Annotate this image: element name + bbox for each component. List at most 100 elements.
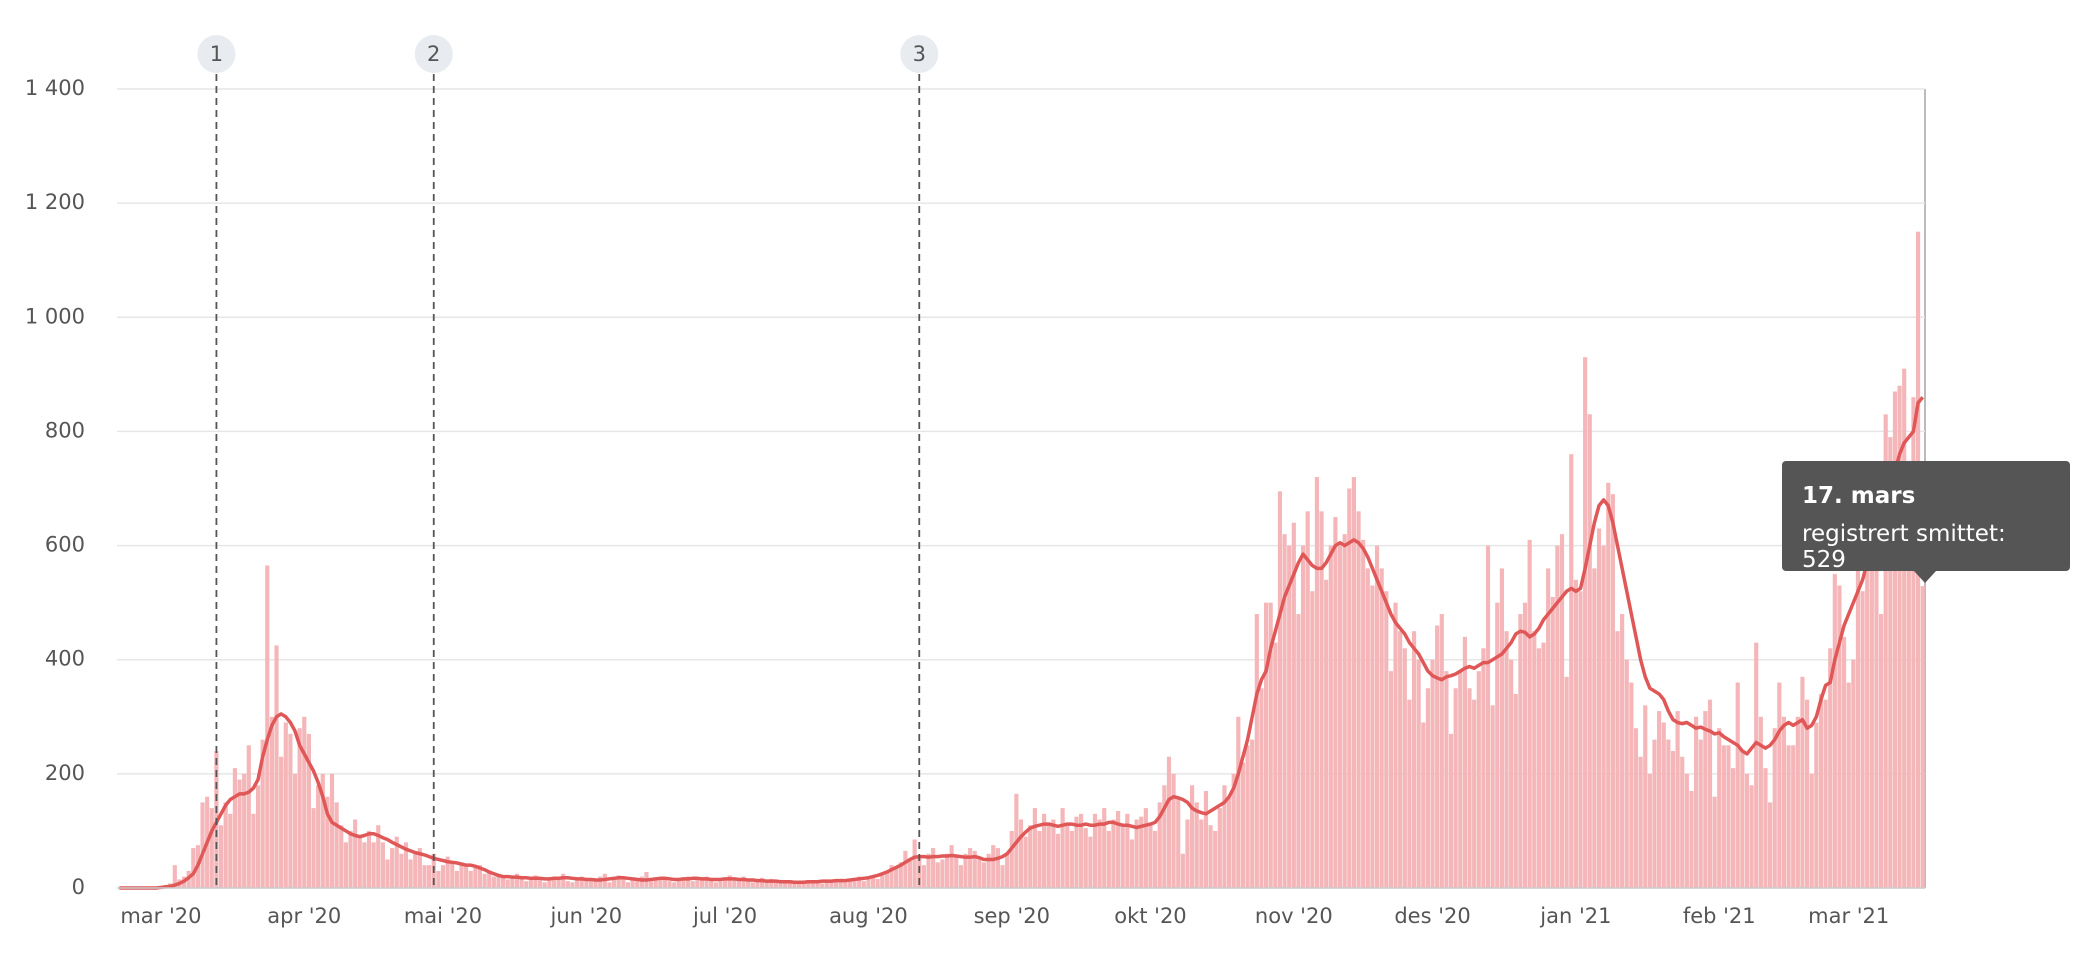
bar	[588, 881, 594, 888]
bar	[440, 865, 446, 888]
bar	[607, 882, 612, 888]
bar	[1564, 676, 1569, 888]
bar	[1920, 586, 1925, 888]
bar	[787, 880, 792, 888]
bar	[616, 875, 621, 888]
bar	[1504, 631, 1509, 888]
bar	[1166, 756, 1172, 888]
bar	[796, 883, 802, 888]
bar	[741, 876, 746, 888]
bar	[1689, 790, 1694, 888]
bar	[1661, 722, 1666, 888]
average-line	[119, 396, 1925, 890]
bar	[524, 881, 529, 888]
bar	[1032, 808, 1037, 888]
bar	[1129, 839, 1135, 888]
bar	[1351, 477, 1357, 888]
bar	[514, 873, 520, 888]
bar	[579, 876, 584, 888]
bar	[1573, 579, 1578, 888]
bar	[394, 836, 399, 888]
bar	[695, 880, 700, 888]
bar	[1282, 534, 1287, 888]
bar	[709, 878, 714, 888]
bar	[1203, 790, 1209, 888]
bar	[1411, 631, 1417, 888]
x-tick-label: aug '20	[829, 904, 908, 928]
bar	[1795, 716, 1800, 888]
bar	[1208, 825, 1213, 888]
bar	[1190, 785, 1195, 888]
bar	[658, 879, 663, 888]
bar	[1768, 802, 1773, 888]
bar	[1398, 631, 1403, 888]
bar	[1883, 414, 1888, 888]
bar	[1509, 659, 1514, 888]
bar	[1559, 534, 1565, 888]
bar	[1005, 853, 1010, 888]
bar	[445, 856, 450, 888]
bar	[1097, 819, 1102, 888]
bar	[1268, 602, 1273, 888]
bar	[371, 842, 376, 888]
bar	[1666, 739, 1671, 888]
bar	[1060, 808, 1065, 888]
bar	[1222, 785, 1227, 888]
bar	[279, 756, 284, 888]
bar	[1476, 671, 1481, 888]
bar	[1065, 825, 1070, 888]
bar	[454, 870, 459, 888]
bar	[870, 875, 876, 888]
bar	[1624, 659, 1629, 888]
bar	[898, 862, 903, 888]
bar	[1143, 808, 1148, 888]
bar	[1892, 391, 1898, 888]
x-tick-label: feb '21	[1683, 904, 1756, 928]
bar	[995, 848, 1000, 888]
bar	[1227, 796, 1232, 888]
bar	[1758, 716, 1763, 888]
bar	[1763, 768, 1768, 888]
bar	[1823, 699, 1828, 888]
bar	[792, 882, 797, 888]
bar	[1240, 762, 1246, 888]
bar	[1518, 614, 1523, 888]
bar	[487, 870, 492, 888]
bar	[718, 881, 723, 888]
bar	[1485, 545, 1491, 888]
bar	[339, 825, 344, 888]
bar	[417, 848, 422, 888]
y-tick-label: 1 200	[25, 190, 85, 214]
bar	[265, 565, 270, 888]
bar	[1869, 471, 1874, 888]
bar	[1911, 397, 1916, 888]
bar	[685, 876, 691, 888]
bar	[1749, 785, 1754, 888]
bar	[1462, 636, 1467, 888]
bar	[1740, 751, 1745, 888]
bar	[1439, 614, 1444, 888]
bar	[931, 848, 936, 888]
bar	[1578, 591, 1583, 888]
bar	[556, 879, 561, 888]
bar	[473, 868, 478, 888]
bar	[1273, 642, 1278, 888]
bar	[843, 882, 848, 888]
bar	[625, 882, 631, 888]
bar	[1546, 568, 1551, 888]
bar	[477, 865, 483, 888]
bar	[1337, 545, 1343, 888]
bar	[1832, 574, 1837, 888]
bar	[1467, 688, 1472, 888]
bar	[926, 853, 931, 888]
x-tick-label: okt '20	[1114, 904, 1186, 928]
bar	[1287, 545, 1292, 888]
bar	[1092, 813, 1098, 888]
bar	[1592, 568, 1597, 888]
bar	[1356, 511, 1361, 888]
bar	[528, 876, 533, 888]
bar	[1319, 511, 1324, 888]
bar	[1712, 796, 1717, 888]
bar	[940, 859, 945, 888]
bar	[501, 876, 506, 888]
